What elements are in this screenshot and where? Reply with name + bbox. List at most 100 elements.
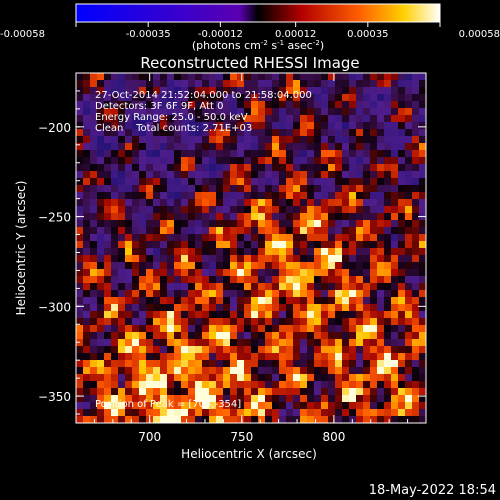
heatmap-cell [153, 108, 161, 116]
heatmap-cell [111, 164, 119, 172]
heatmap-cell [314, 346, 322, 354]
heatmap-cell [272, 374, 280, 382]
heatmap-cell [265, 290, 273, 298]
heatmap-cell [279, 94, 287, 102]
heatmap-cell [279, 227, 287, 235]
heatmap-cell [419, 416, 426, 423]
heatmap-cell [342, 241, 350, 249]
heatmap-cell [97, 199, 105, 207]
heatmap-cell [349, 143, 357, 151]
heatmap-cell [132, 241, 140, 249]
heatmap-cell [118, 360, 126, 368]
heatmap-cell [391, 206, 399, 214]
heatmap-cell [216, 255, 224, 263]
heatmap-cell [405, 290, 413, 298]
heatmap-cell [398, 339, 406, 347]
heatmap-cell [160, 311, 168, 319]
heatmap-cell [293, 409, 301, 417]
heatmap-cell [97, 332, 105, 340]
heatmap-cell [377, 122, 385, 130]
heatmap-cell [258, 227, 266, 235]
heatmap-cell [230, 255, 238, 263]
heatmap-cell [160, 395, 168, 403]
heatmap-cell [335, 248, 343, 256]
heatmap-cell [356, 73, 364, 81]
heatmap-cell [419, 409, 426, 417]
heatmap-cell [363, 157, 371, 165]
heatmap-cell [356, 395, 364, 403]
heatmap-cell [398, 262, 406, 270]
heatmap-cell [293, 94, 301, 102]
heatmap-cell [300, 262, 308, 270]
heatmap-cell [146, 213, 154, 221]
heatmap-cell [118, 353, 126, 361]
heatmap-cell [237, 255, 245, 263]
heatmap-cell [118, 80, 126, 88]
heatmap-cell [125, 115, 133, 123]
heatmap-cell [202, 213, 210, 221]
heatmap-cell [111, 213, 119, 221]
heatmap-cell [90, 395, 98, 403]
heatmap-cell [307, 150, 315, 158]
heatmap-cell [279, 367, 287, 375]
heatmap-cell [97, 297, 105, 305]
heatmap-cell [146, 87, 154, 95]
heatmap-cell [223, 122, 231, 130]
heatmap-cell [384, 276, 392, 284]
heatmap-cell [258, 402, 266, 410]
heatmap-cell [83, 234, 91, 242]
heatmap-cell [307, 234, 315, 242]
heatmap-cell [202, 311, 210, 319]
heatmap-cell [237, 318, 245, 326]
heatmap-cell [419, 325, 426, 333]
heatmap-cell [97, 94, 105, 102]
heatmap-cell [244, 206, 252, 214]
heatmap-cell [300, 101, 308, 109]
heatmap-cell [391, 164, 399, 172]
heatmap-cell [307, 80, 315, 88]
heatmap-cell [83, 108, 91, 116]
heatmap-cell [216, 248, 224, 256]
heatmap-cell [111, 157, 119, 165]
heatmap-cell [97, 136, 105, 144]
heatmap-cell [314, 164, 322, 172]
heatmap-cell [202, 304, 210, 312]
heatmap-cell [293, 290, 301, 298]
heatmap-cell [181, 171, 189, 179]
heatmap-cell [104, 325, 112, 333]
heatmap-cell [202, 227, 210, 235]
heatmap-cell [195, 185, 203, 193]
heatmap-cell [398, 199, 406, 207]
heatmap-cell [293, 248, 301, 256]
heatmap-cell [258, 269, 266, 277]
heatmap-cell [300, 129, 308, 137]
heatmap-cell [335, 73, 343, 81]
heatmap-cell [398, 248, 406, 256]
heatmap-cell [384, 388, 392, 396]
heatmap-cell [412, 255, 420, 263]
heatmap-cell [286, 402, 294, 410]
heatmap-cell [349, 101, 357, 109]
heatmap-cell [370, 108, 378, 116]
heatmap-cell [90, 283, 98, 291]
heatmap-cell [279, 87, 287, 95]
heatmap-cell [258, 115, 266, 123]
heatmap-cell [307, 304, 315, 312]
heatmap-cell [356, 122, 364, 130]
heatmap-cell [216, 220, 224, 228]
heatmap-cell [363, 87, 371, 95]
heatmap-cell [251, 297, 259, 305]
heatmap-cell [328, 185, 336, 193]
heatmap-cell [160, 269, 168, 277]
heatmap-cell [349, 220, 357, 228]
heatmap-cell [90, 360, 98, 368]
heatmap-cell [83, 136, 91, 144]
footer-timestamp: 18-May-2022 18:54 [369, 483, 496, 498]
heatmap-cell [307, 325, 315, 333]
heatmap-cell [328, 332, 336, 340]
heatmap-cell [90, 206, 98, 214]
heatmap-cell [237, 304, 245, 312]
heatmap-cell [335, 353, 343, 361]
heatmap-cell [377, 157, 385, 165]
heatmap-cell [321, 395, 329, 403]
